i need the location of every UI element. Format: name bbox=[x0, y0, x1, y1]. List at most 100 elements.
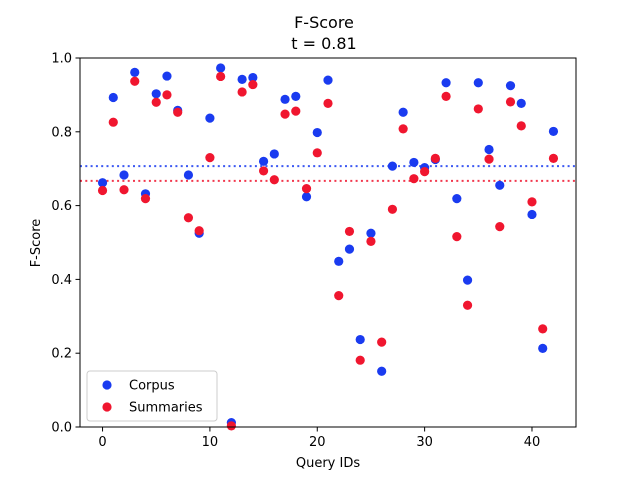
point-series-0-1 bbox=[108, 92, 118, 103]
point-series-0-18 bbox=[291, 91, 301, 101]
point-series-1-29 bbox=[409, 174, 419, 184]
x-tick-label-40: 40 bbox=[524, 435, 541, 450]
x-axis-label: Query IDs bbox=[296, 456, 360, 471]
point-series-0-28 bbox=[398, 107, 408, 117]
point-series-0-24 bbox=[355, 334, 365, 345]
point-series-0-27 bbox=[387, 161, 398, 171]
point-series-1-42 bbox=[548, 153, 559, 163]
point-series-0-40 bbox=[527, 209, 537, 220]
point-series-1-18 bbox=[291, 106, 301, 116]
point-series-0-8 bbox=[183, 170, 194, 180]
y-tick-label-0.6: 0.6 bbox=[51, 199, 72, 214]
point-series-1-39 bbox=[516, 121, 526, 131]
point-series-0-22 bbox=[334, 256, 344, 266]
point-series-0-25 bbox=[366, 228, 376, 238]
point-series-0-33 bbox=[452, 193, 462, 204]
point-series-1-3 bbox=[130, 76, 140, 86]
plot-background bbox=[80, 58, 576, 427]
point-series-1-34 bbox=[462, 300, 473, 310]
point-series-1-13 bbox=[237, 87, 247, 97]
point-series-1-40 bbox=[527, 197, 537, 207]
point-series-1-10 bbox=[205, 153, 215, 163]
point-series-0-5 bbox=[151, 89, 161, 99]
point-series-0-14 bbox=[248, 72, 258, 83]
point-series-1-28 bbox=[398, 124, 408, 134]
x-tick-label-0: 0 bbox=[98, 435, 106, 450]
point-series-1-7 bbox=[173, 107, 183, 117]
point-series-0-41 bbox=[538, 343, 548, 354]
x-tick-label-10: 10 bbox=[202, 435, 219, 450]
data-points bbox=[97, 63, 559, 431]
point-series-0-35 bbox=[473, 78, 483, 88]
point-series-1-17 bbox=[280, 109, 290, 119]
point-series-1-38 bbox=[505, 97, 516, 107]
legend-marker-0 bbox=[102, 380, 112, 390]
point-series-1-6 bbox=[162, 90, 172, 100]
point-series-0-19 bbox=[301, 192, 312, 202]
point-series-1-31 bbox=[430, 153, 440, 163]
y-tick-label-0.4: 0.4 bbox=[51, 273, 72, 288]
point-series-0-37 bbox=[495, 180, 505, 190]
x-tick-label-30: 30 bbox=[416, 435, 433, 450]
point-series-1-27 bbox=[387, 204, 398, 214]
point-series-1-23 bbox=[344, 226, 355, 237]
point-series-0-39 bbox=[516, 98, 526, 108]
point-series-1-32 bbox=[441, 91, 451, 101]
point-series-1-36 bbox=[484, 154, 494, 164]
point-series-1-22 bbox=[334, 291, 344, 301]
point-series-0-6 bbox=[162, 71, 172, 81]
point-series-0-38 bbox=[505, 81, 516, 91]
point-series-1-37 bbox=[495, 222, 505, 232]
point-series-1-20 bbox=[312, 148, 322, 158]
point-series-1-35 bbox=[473, 104, 483, 114]
point-series-1-12 bbox=[226, 421, 236, 431]
point-series-1-4 bbox=[140, 193, 151, 204]
point-series-1-33 bbox=[452, 231, 462, 242]
point-series-0-29 bbox=[409, 157, 419, 168]
point-series-0-10 bbox=[205, 113, 215, 123]
point-series-1-19 bbox=[301, 184, 312, 194]
point-series-1-16 bbox=[269, 175, 279, 185]
point-series-1-11 bbox=[216, 71, 226, 82]
point-series-1-8 bbox=[183, 213, 194, 223]
point-series-1-30 bbox=[420, 167, 430, 177]
point-series-1-9 bbox=[194, 226, 204, 236]
point-series-0-36 bbox=[484, 144, 494, 155]
point-series-0-0 bbox=[97, 178, 108, 188]
point-series-1-14 bbox=[248, 79, 258, 90]
point-series-0-11 bbox=[216, 63, 226, 73]
point-series-0-42 bbox=[548, 126, 559, 137]
plot-area bbox=[80, 58, 576, 427]
legend-label-0: Corpus bbox=[129, 379, 175, 394]
point-series-0-2 bbox=[119, 170, 129, 180]
y-tick-label-0.8: 0.8 bbox=[51, 125, 72, 140]
axes: 0 10 20 30 40 0.0 0.2 0.4 0.6 0.8 1.0 bbox=[51, 52, 577, 450]
chart-subtitle: t = 0.81 bbox=[291, 34, 356, 53]
point-series-0-16 bbox=[269, 149, 279, 159]
point-series-0-23 bbox=[344, 244, 355, 254]
legend-marker-1 bbox=[102, 402, 112, 412]
point-series-0-15 bbox=[258, 156, 269, 166]
chart-title: F-Score bbox=[294, 13, 354, 32]
y-axis-label: F-Score bbox=[29, 219, 44, 268]
point-series-0-20 bbox=[312, 127, 322, 138]
point-series-1-24 bbox=[355, 355, 365, 365]
point-series-0-3 bbox=[130, 67, 140, 77]
y-tick-label-0.2: 0.2 bbox=[51, 347, 72, 362]
point-series-1-26 bbox=[377, 337, 387, 347]
y-tick-label-0: 0.0 bbox=[51, 421, 72, 436]
point-series-0-13 bbox=[237, 74, 247, 85]
point-series-1-0 bbox=[97, 185, 108, 196]
point-series-1-2 bbox=[119, 185, 129, 195]
y-tick-label-1: 1.0 bbox=[51, 52, 72, 67]
point-series-0-34 bbox=[462, 275, 473, 285]
axes-frame bbox=[79, 57, 577, 428]
legend: Corpus Summaries bbox=[86, 370, 218, 422]
point-series-1-15 bbox=[258, 166, 269, 176]
point-series-0-17 bbox=[280, 94, 290, 104]
point-series-0-26 bbox=[377, 366, 387, 376]
point-series-1-41 bbox=[538, 324, 548, 334]
point-series-0-32 bbox=[441, 78, 451, 88]
point-series-1-25 bbox=[366, 236, 376, 246]
